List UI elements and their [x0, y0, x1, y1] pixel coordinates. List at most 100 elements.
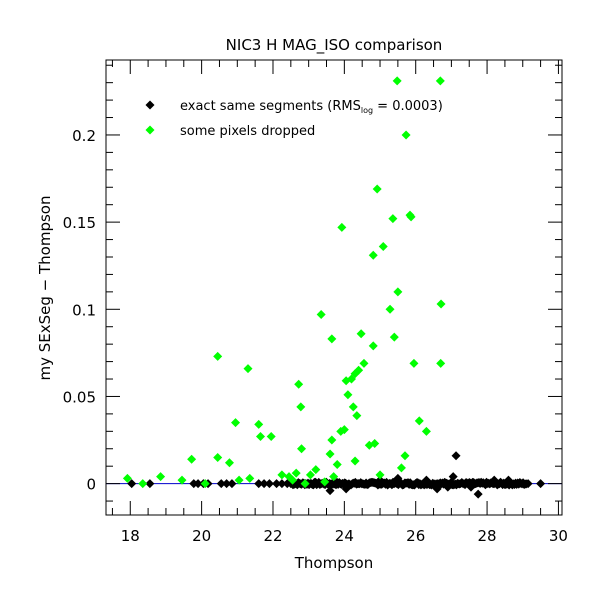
point-exact-same-segments: [375, 475, 385, 485]
y-tick-label: 0.15: [63, 214, 96, 232]
point-some-pixels-dropped: [325, 449, 335, 459]
point-some-pixels-dropped: [352, 411, 362, 421]
x-tick-label: 28: [478, 527, 497, 545]
point-some-pixels-dropped: [348, 402, 358, 412]
point-some-pixels-dropped: [389, 332, 399, 342]
point-some-pixels-dropped: [294, 379, 304, 389]
point-some-pixels-dropped: [372, 184, 382, 194]
y-tick-label: 0.1: [72, 301, 96, 319]
point-exact-same-segments: [216, 479, 226, 489]
point-exact-same-segments: [227, 479, 237, 489]
x-tick-label: 30: [549, 527, 568, 545]
point-some-pixels-dropped: [316, 310, 326, 320]
y-axis-label: my SExSeg − Thompson: [36, 196, 54, 381]
point-some-pixels-dropped: [187, 454, 197, 464]
point-some-pixels-dropped: [177, 475, 187, 485]
point-some-pixels-dropped: [436, 299, 446, 309]
legend-label-exact-same-segments: exact same segments (RMSlog = 0.0003): [180, 99, 443, 115]
point-some-pixels-dropped: [296, 402, 306, 412]
point-some-pixels-dropped: [396, 463, 406, 473]
point-some-pixels-dropped: [156, 472, 166, 482]
point-some-pixels-dropped: [414, 416, 424, 426]
point-some-pixels-dropped: [368, 250, 378, 260]
legend-marker-green-diamond: [145, 125, 155, 135]
point-some-pixels-dropped: [138, 479, 148, 489]
point-some-pixels-dropped: [401, 130, 411, 140]
point-some-pixels-dropped: [337, 222, 347, 232]
point-some-pixels-dropped: [354, 365, 364, 375]
legend: exact same segments (RMSlog = 0.0003) so…: [145, 99, 443, 139]
legend-marker-black-diamond: [145, 100, 155, 110]
x-tick-label: 24: [335, 527, 354, 545]
point-some-pixels-dropped: [359, 358, 369, 368]
legend-entry-some-pixels-dropped: some pixels dropped: [145, 124, 315, 139]
point-some-pixels-dropped: [291, 468, 301, 478]
point-some-pixels-dropped: [339, 425, 349, 435]
legend-entry-exact-same-segments: exact same segments (RMSlog = 0.0003): [145, 99, 443, 115]
point-exact-same-segments: [341, 484, 351, 494]
point-exact-same-segments: [523, 479, 533, 489]
point-exact-same-segments: [264, 479, 274, 489]
point-some-pixels-dropped: [297, 444, 307, 454]
point-exact-same-segments: [193, 479, 203, 489]
x-tick-label: 20: [192, 527, 211, 545]
point-some-pixels-dropped: [243, 364, 253, 374]
point-some-pixels-dropped: [320, 477, 330, 487]
point-some-pixels-dropped: [327, 435, 337, 445]
point-some-pixels-dropped: [385, 304, 395, 314]
point-some-pixels-dropped: [370, 439, 380, 449]
point-exact-same-segments: [254, 479, 264, 489]
point-some-pixels-dropped: [350, 456, 360, 466]
point-some-pixels-dropped: [388, 214, 398, 224]
point-some-pixels-dropped: [375, 470, 385, 480]
point-exact-same-segments: [443, 482, 453, 492]
point-some-pixels-dropped: [245, 473, 255, 483]
plot-frame: [105, 59, 563, 516]
point-some-pixels-dropped: [400, 451, 410, 461]
point-some-pixels-dropped: [406, 212, 416, 222]
point-exact-same-segments: [421, 475, 431, 485]
point-some-pixels-dropped: [213, 452, 223, 462]
point-some-pixels-dropped: [311, 465, 321, 475]
point-some-pixels-dropped: [356, 329, 366, 339]
point-exact-same-segments: [448, 472, 458, 482]
point-some-pixels-dropped: [122, 473, 132, 483]
point-exact-same-segments: [473, 489, 483, 499]
point-exact-same-segments: [272, 479, 282, 489]
x-axis-label: Thompson: [294, 554, 373, 572]
point-some-pixels-dropped: [409, 358, 419, 368]
point-some-pixels-dropped: [329, 472, 339, 482]
point-some-pixels-dropped: [436, 358, 446, 368]
legend-label-some-pixels-dropped: some pixels dropped: [180, 124, 315, 139]
point-some-pixels-dropped: [254, 419, 264, 429]
point-exact-same-segments: [222, 479, 232, 489]
x-tick-labels: 18 20 22 24 26 28 30: [121, 527, 568, 545]
point-some-pixels-dropped: [255, 432, 265, 442]
y-tick-label: 0.2: [72, 127, 96, 145]
point-exact-same-segments: [277, 479, 287, 489]
x-tick-label: 22: [263, 527, 282, 545]
chart-title: NIC3 H MAG_ISO comparison: [226, 36, 443, 55]
point-exact-same-segments: [466, 482, 476, 492]
point-exact-same-segments: [451, 451, 461, 461]
x-tick-label: 26: [406, 527, 425, 545]
point-exact-same-segments: [503, 475, 513, 485]
point-some-pixels-dropped: [343, 390, 353, 400]
point-some-pixels-dropped: [213, 351, 223, 361]
point-exact-same-segments: [145, 479, 155, 489]
point-some-pixels-dropped: [300, 479, 310, 489]
point-some-pixels-dropped: [421, 426, 431, 436]
point-some-pixels-dropped: [305, 470, 315, 480]
y-tick-label: 0: [86, 476, 96, 494]
point-exact-same-segments: [536, 479, 546, 489]
point-exact-same-segments: [325, 486, 335, 496]
point-exact-same-segments: [489, 475, 499, 485]
point-exact-same-segments: [127, 479, 137, 489]
point-some-pixels-dropped: [266, 432, 276, 442]
point-some-pixels-dropped: [277, 470, 287, 480]
point-some-pixels-dropped: [378, 242, 388, 252]
plot-border: [105, 59, 563, 516]
point-some-pixels-dropped: [435, 76, 445, 86]
point-some-pixels-dropped: [392, 76, 402, 86]
